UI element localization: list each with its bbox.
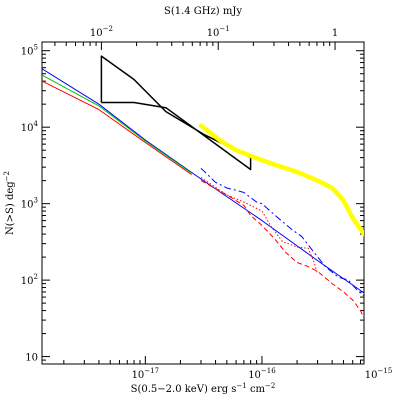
x-tick-label-base: 10 xyxy=(132,370,145,381)
axis-ticks xyxy=(42,42,364,365)
top-tick-label-base: 10 xyxy=(207,28,220,39)
x-tick-label-base: 10 xyxy=(365,370,378,381)
x-tick-label-base: 10 xyxy=(248,370,261,381)
series-line-4 xyxy=(198,123,364,237)
y-axis-title: N(>S) deg−2 xyxy=(3,171,16,235)
y-axis-title-exp: −2 xyxy=(3,171,11,181)
top-tick-label-base: 10 xyxy=(90,28,103,39)
x-tick-label-exp: −15 xyxy=(378,367,393,375)
top-tick-label-exp: −1 xyxy=(219,25,229,33)
series-line-2 xyxy=(42,80,192,176)
y-tick-label: 10 xyxy=(25,353,38,364)
series-line-7 xyxy=(200,180,364,320)
x-axis-title-mid: cm xyxy=(247,384,266,395)
plot-frame xyxy=(41,41,365,365)
y-tick-label: 104 xyxy=(21,120,39,134)
top-tick-label-base: 1 xyxy=(332,28,338,39)
series-group xyxy=(42,55,364,320)
series-line-0 xyxy=(42,68,364,294)
x-tick-label: 10−17 xyxy=(132,367,160,381)
top-tick-label: 10−1 xyxy=(207,25,230,39)
y-tick-label-base: 10 xyxy=(21,123,34,134)
top-tick-label-exp: −2 xyxy=(103,25,113,33)
x-tick-label-exp: −17 xyxy=(144,367,159,375)
y-tick-label: 102 xyxy=(21,273,38,287)
top-tick-label: 10−2 xyxy=(90,25,113,39)
y-axis-title-main: N(>S) deg xyxy=(5,181,16,235)
y-tick-label-exp: 4 xyxy=(34,120,39,128)
x-axis-title-exp1: −1 xyxy=(236,382,246,390)
top-tick-label: 1 xyxy=(332,28,338,39)
y-tick-label-exp: 5 xyxy=(34,44,38,52)
x-tick-label-exp: −16 xyxy=(261,367,276,375)
y-tick-label-base: 10 xyxy=(21,276,34,287)
x-tick-label: 10−15 xyxy=(365,367,393,381)
top-axis-title: S(1.4 GHz) mJy xyxy=(164,6,242,17)
y-tick-label-exp: 3 xyxy=(34,197,38,205)
series-line-3 xyxy=(100,55,252,171)
y-tick-label-exp: 2 xyxy=(34,273,38,281)
y-tick-label-base: 10 xyxy=(21,200,34,211)
y-tick-label: 103 xyxy=(21,197,38,211)
y-tick-label-base: 10 xyxy=(25,353,38,364)
x-axis-title-main: S(0.5−2.0 keV) erg s xyxy=(131,384,237,395)
series-line-1 xyxy=(42,74,192,174)
y-tick-label: 105 xyxy=(21,44,38,58)
series-line-6 xyxy=(200,177,319,275)
x-tick-label: 10−16 xyxy=(248,367,276,381)
y-tick-label-base: 10 xyxy=(21,47,34,58)
x-axis-title-exp2: −2 xyxy=(265,382,275,390)
x-axis-title: S(0.5−2.0 keV) erg s−1 cm−2 xyxy=(131,382,276,395)
